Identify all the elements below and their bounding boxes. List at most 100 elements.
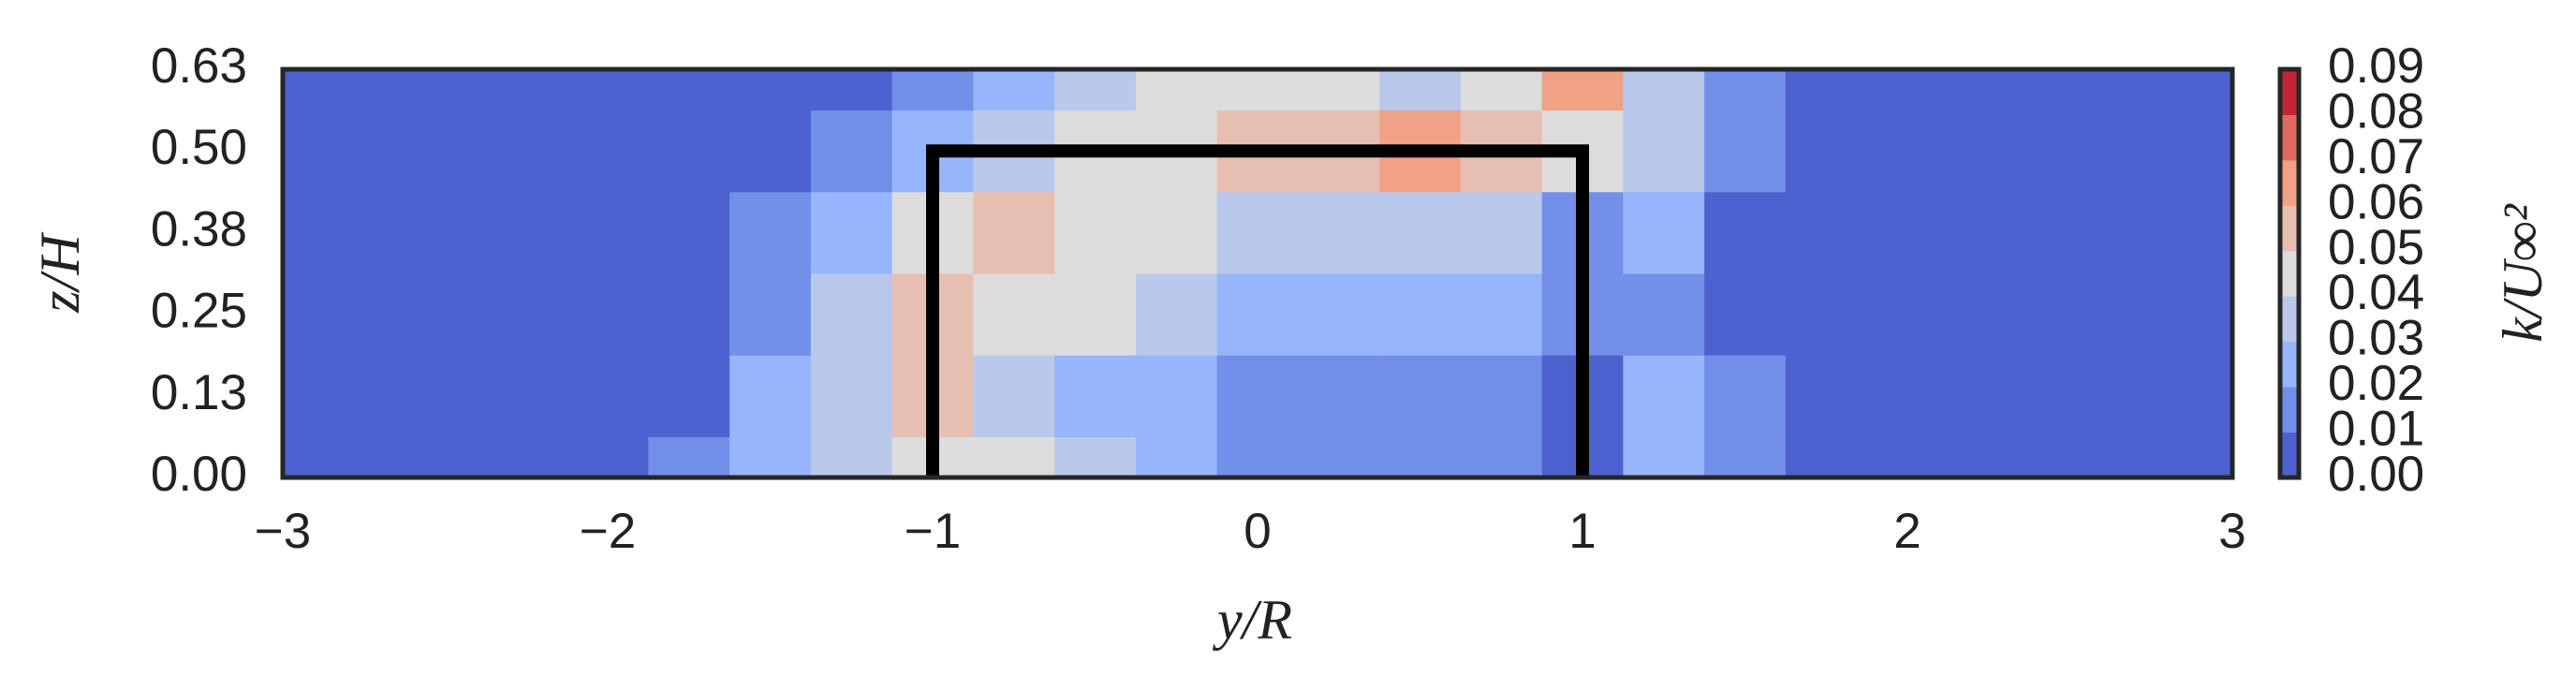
contour-cell (2029, 110, 2112, 193)
contour-cell (729, 110, 812, 193)
contour-cell (1785, 273, 1868, 356)
contour-cell (1623, 69, 1705, 111)
contour-cell (1866, 191, 1949, 274)
contour-cell (323, 191, 405, 274)
contour-cell (648, 355, 730, 437)
colorbar-segment (2280, 387, 2299, 434)
contour-cell (1298, 191, 1380, 274)
y-tick-label: 0.13 (151, 365, 247, 420)
x-tick-label: −2 (580, 504, 636, 559)
contour-cell (810, 191, 893, 274)
contour-cell (1054, 191, 1137, 274)
contour-cell (1379, 191, 1462, 274)
contour-cell (1460, 273, 1543, 356)
contour-cell (1298, 355, 1380, 437)
contour-cell (283, 436, 324, 478)
contour-cell (405, 436, 487, 478)
colorbar-segment (2280, 250, 2299, 297)
contour-cell (2110, 273, 2193, 356)
contour-cell (973, 69, 1055, 111)
contour-cell (810, 355, 893, 437)
contour-cell (1948, 69, 2030, 111)
contour-cell (283, 273, 324, 356)
contour-cell (1135, 191, 1218, 274)
contour-cell (2191, 355, 2233, 437)
x-tick-label: 2 (1893, 504, 1921, 559)
contour-cell (729, 355, 812, 437)
contour-cell (1704, 436, 1787, 478)
colorbar-tick-label: 0.02 (2328, 356, 2424, 411)
x-tick-label: −3 (255, 504, 311, 559)
contour-cell (1785, 436, 1868, 478)
contour-cell (1866, 69, 1949, 111)
colorbar-tick-label: 0.09 (2328, 38, 2424, 94)
contour-cell (1216, 273, 1299, 356)
contour-cell (810, 436, 893, 478)
colorbar-label: k/U∞² (2492, 203, 2554, 342)
contour-cell (973, 191, 1055, 274)
contour-cell (1135, 273, 1218, 356)
contour-cell (2110, 436, 2193, 478)
colorbar-segment (2280, 159, 2299, 206)
contour-cell (567, 110, 649, 193)
contour-cell (973, 273, 1055, 356)
contour-cell (1785, 69, 1868, 111)
contour-cell (1623, 273, 1705, 356)
y-tick-label: 0.63 (151, 38, 247, 94)
contour-cell (405, 110, 487, 193)
contour-cell (810, 69, 893, 111)
contour-cell (729, 69, 812, 111)
contour-cell (648, 69, 730, 111)
contour-cell (1054, 69, 1137, 111)
contour-cell (1866, 355, 1949, 437)
contour-cell (567, 273, 649, 356)
contour-cell (485, 436, 568, 478)
contour-cell (283, 355, 324, 437)
contour-cell (1216, 69, 1299, 111)
contour-cell (973, 355, 1055, 437)
contour-cell (405, 273, 487, 356)
y-tick-label: 0.38 (151, 201, 247, 257)
contour-cell (1623, 355, 1705, 437)
contour-cell (1460, 436, 1543, 478)
colorbar-segment (2280, 341, 2299, 388)
contour-cell (283, 69, 324, 111)
colorbar-tick-label: 0.05 (2328, 220, 2424, 275)
contour-cell (2110, 69, 2193, 111)
contour-cell (729, 436, 812, 478)
contour-cell (405, 69, 487, 111)
contour-cell (1135, 436, 1218, 478)
contour-cell (1785, 191, 1868, 274)
contour-field (283, 69, 2233, 478)
contour-cell (1379, 355, 1462, 437)
contour-cell (1298, 69, 1380, 111)
contour-cell (2191, 191, 2233, 274)
contour-cell (567, 436, 649, 478)
colorbar-segment (2280, 296, 2299, 343)
contour-cell (1704, 69, 1787, 111)
contour-cell (2029, 69, 2112, 111)
contour-cell (1623, 191, 1705, 274)
contour-cell (2029, 355, 2112, 437)
contour-cell (729, 191, 812, 274)
plot-frame (280, 66, 2235, 480)
contour-cell (283, 191, 324, 274)
colorbar-tick-label: 0.03 (2328, 311, 2424, 366)
colorbar-segment (2280, 114, 2299, 161)
contour-cell (1948, 273, 2030, 356)
contour-cell (323, 110, 405, 193)
contour-cell (567, 191, 649, 274)
contour-cell (2110, 355, 2193, 437)
contour-cell (485, 110, 568, 193)
contour-cell (2191, 110, 2233, 193)
contour-cell (2029, 436, 2112, 478)
contour-cell (1704, 191, 1787, 274)
colorbar-frame (2277, 66, 2302, 480)
contour-cell (2110, 110, 2193, 193)
contour-cell (1216, 355, 1299, 437)
contour-cell (405, 355, 487, 437)
contour-cell (283, 110, 324, 193)
contour-cell (648, 273, 730, 356)
contour-cell (485, 191, 568, 274)
